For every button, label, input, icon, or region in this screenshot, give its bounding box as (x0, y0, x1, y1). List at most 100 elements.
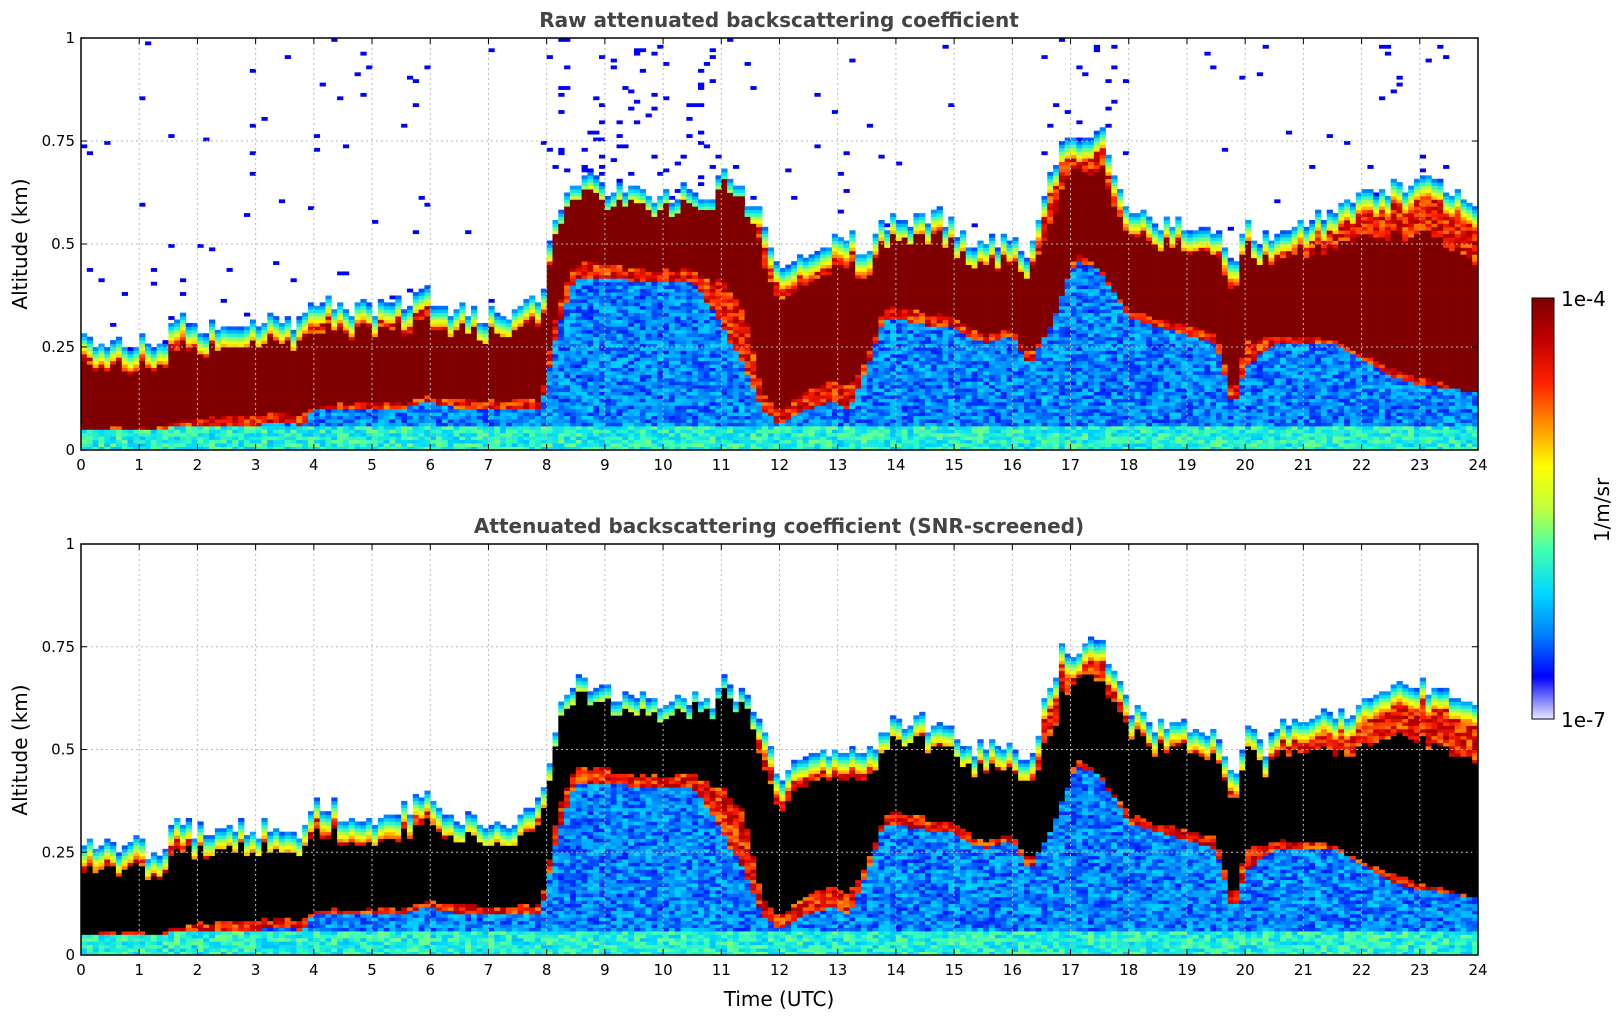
heatmap-cell (331, 347, 338, 351)
heatmap-cell (162, 377, 169, 382)
heatmap-cell (377, 302, 385, 307)
heatmap-cell (575, 185, 582, 190)
heatmap-cell (674, 347, 681, 351)
heatmap-cell (81, 395, 88, 399)
heatmap-cell (92, 398, 99, 403)
heatmap-cell (389, 357, 396, 362)
heatmap-cell (674, 305, 681, 310)
heatmap-cell (581, 206, 588, 211)
heatmap-cell (401, 353, 408, 358)
heatmap-cell (593, 353, 600, 358)
heatmap-cell (342, 446, 350, 450)
heatmap-cell (645, 371, 652, 375)
heatmap-cell (430, 343, 437, 348)
heatmap-cell (581, 192, 588, 197)
heatmap-cell (471, 436, 478, 441)
heatmap-cell (587, 178, 594, 183)
heatmap-cell (581, 391, 588, 396)
heatmap-cell (197, 439, 204, 444)
heatmap-cell (436, 340, 443, 344)
heatmap-cell (610, 254, 617, 259)
heatmap-cell (453, 439, 460, 444)
heatmap-cell (436, 398, 443, 403)
heatmap-cell (243, 398, 251, 403)
heatmap-cell (633, 288, 641, 293)
heatmap-cell (593, 295, 600, 300)
heatmap-cell (663, 233, 670, 238)
heatmap-cell (610, 233, 617, 238)
heatmap-cell (587, 443, 594, 447)
heatmap-cell (372, 371, 379, 375)
heatmap-cell (569, 388, 577, 393)
heatmap-cell (604, 405, 612, 410)
heatmap-cell (191, 429, 198, 434)
heatmap-cell (488, 401, 495, 406)
heatmap-cell (488, 415, 495, 420)
heatmap-cell (203, 422, 210, 427)
heatmap-cell (639, 68, 647, 73)
heatmap-cell (552, 274, 559, 279)
heatmap-cell (325, 443, 332, 447)
heatmap-cell (313, 322, 321, 327)
heatmap-cell (308, 340, 315, 344)
heatmap-cell (418, 340, 425, 344)
heatmap-cell (232, 401, 239, 406)
heatmap-cell (558, 92, 565, 97)
heatmap-cell (645, 384, 652, 389)
heatmap-cell (564, 367, 571, 372)
heatmap-cell (581, 230, 588, 235)
heatmap-cell (150, 357, 158, 362)
heatmap-cell (599, 405, 606, 410)
heatmap-cell (587, 298, 594, 303)
heatmap-cell (174, 353, 181, 358)
heatmap-cell (156, 395, 163, 399)
heatmap-cell (203, 429, 210, 434)
heatmap-cell (337, 326, 344, 331)
heatmap-cell (476, 439, 484, 444)
heatmap-cell (366, 429, 373, 434)
heatmap-cell (663, 357, 670, 362)
heatmap-cell (604, 401, 612, 406)
heatmap-cell (529, 374, 536, 379)
heatmap-cell (418, 439, 425, 444)
heatmap-cell (238, 395, 245, 399)
heatmap-cell (156, 408, 163, 413)
heatmap-cell (145, 422, 152, 427)
heatmap-cell (342, 374, 350, 379)
heatmap-cell (500, 340, 507, 344)
heatmap-cell (430, 333, 437, 338)
heatmap-cell (552, 219, 559, 224)
heatmap-cell (255, 391, 262, 396)
heatmap-cell (110, 422, 117, 427)
heatmap-cell (616, 185, 623, 190)
heatmap-cell (633, 305, 641, 310)
heatmap-cell (110, 395, 117, 399)
heatmap-cell (191, 336, 198, 341)
heatmap-cell (616, 247, 623, 252)
heatmap-cell (278, 391, 286, 396)
heatmap-cell (342, 364, 350, 368)
heatmap-cell (616, 254, 623, 259)
heatmap-cell (465, 384, 472, 389)
heatmap-cell (529, 381, 536, 386)
heatmap-cell (179, 316, 187, 320)
heatmap-cell (540, 347, 548, 351)
heatmap-cell (249, 171, 257, 176)
heatmap-cell (610, 329, 617, 334)
heatmap-cell (92, 429, 99, 434)
heatmap-cell (331, 412, 338, 417)
heatmap-cell (552, 364, 559, 368)
heatmap-cell (535, 312, 542, 317)
heatmap-cell (342, 333, 350, 338)
heatmap-cell (663, 439, 670, 444)
heatmap-cell (436, 377, 443, 382)
heatmap-cell (226, 398, 233, 403)
heatmap-cell (476, 415, 484, 420)
heatmap-cell (558, 401, 565, 406)
heatmap-cell (546, 254, 553, 259)
heatmap-cell (581, 298, 588, 303)
heatmap-cell (278, 333, 286, 338)
heatmap-cell (313, 422, 321, 427)
heatmap-cell (273, 347, 280, 351)
heatmap-cell (622, 302, 629, 307)
